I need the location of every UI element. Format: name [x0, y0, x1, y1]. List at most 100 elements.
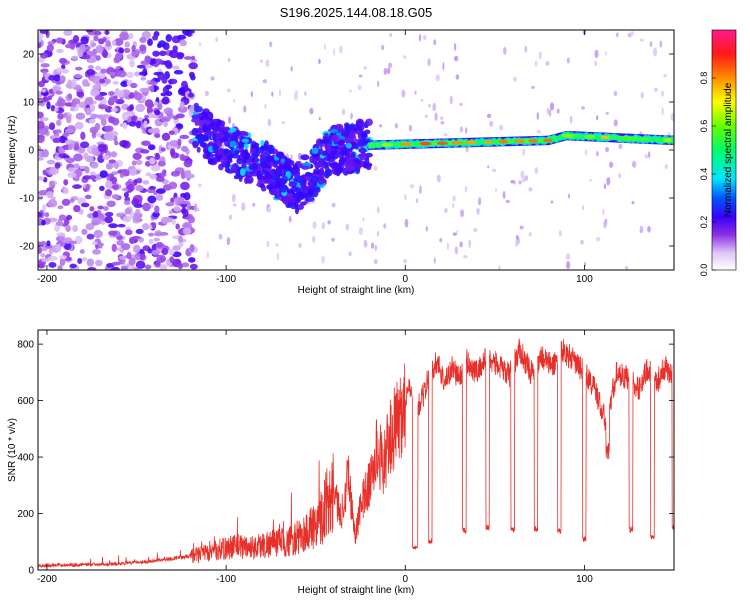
- spectrogram-cell: [296, 196, 302, 203]
- spectrogram-cell: [528, 139, 539, 143]
- spectrogram-cell: [432, 102, 437, 112]
- spectrogram-cell: [277, 151, 285, 159]
- spectrogram-cell: [153, 101, 159, 107]
- spectrogram-cell: [168, 130, 175, 135]
- spectrogram-cell: [282, 168, 288, 173]
- spectrogram-cell: [403, 259, 408, 264]
- spectrogram-xtick-label: 100: [576, 274, 593, 285]
- spectrogram-cell: [68, 240, 78, 245]
- spectrogram-cell: [595, 236, 601, 242]
- spectrogram-cell: [453, 42, 457, 52]
- spectrogram-cell: [157, 71, 165, 80]
- spectrogram-cell: [260, 161, 268, 168]
- spectrogram-cell: [252, 151, 259, 159]
- spectrogram-cell: [74, 121, 84, 130]
- spectrogram-cell: [212, 145, 218, 151]
- spectrogram-cell: [394, 122, 398, 129]
- spectrogram-cell: [279, 186, 288, 193]
- spectrogram-cell: [216, 147, 225, 156]
- spectrogram-cell: [59, 255, 67, 260]
- spectrogram-cell: [151, 60, 157, 64]
- spectrogram-cell: [304, 91, 307, 96]
- spectrogram-cell: [333, 47, 336, 56]
- spectrogram-cell: [454, 246, 459, 255]
- spectrogram-cell: [67, 143, 74, 151]
- spectrogram-cell: [144, 55, 152, 63]
- spectrogram-cell: [297, 242, 302, 249]
- snr-panel: -200 -100 0 100 0 200 400 600 800 Height of stra…: [7, 329, 675, 596]
- spectrogram-cell: [129, 59, 135, 68]
- spectrogram-cell: [602, 208, 605, 216]
- spectrogram-cell: [492, 168, 497, 173]
- spectrogram-cell: [97, 242, 104, 247]
- spectrogram-cell: [135, 209, 141, 215]
- spectrogram-cell: [331, 134, 340, 143]
- spectrogram-cell: [183, 56, 193, 60]
- spectrogram-cell: [226, 88, 231, 93]
- spectrogram-cell: [54, 107, 59, 112]
- colorbar-label: Normalized spectral amplitude: [723, 82, 734, 217]
- spectrogram-cell: [182, 30, 191, 36]
- spectrogram-cell: [81, 228, 88, 236]
- spectrogram-cell: [41, 88, 47, 93]
- spectrogram-cell: [129, 257, 136, 265]
- spectrogram-cell: [357, 121, 364, 127]
- colorbar-frame: [711, 29, 737, 271]
- spectrogram-cell: [177, 263, 183, 270]
- spectrogram-cell: [456, 230, 459, 234]
- spectrogram-cell: [88, 118, 96, 124]
- spectrogram-cell: [155, 152, 160, 161]
- spectrogram-cell: [232, 203, 237, 207]
- spectrogram-cell: [58, 214, 67, 221]
- spectrogram-cell: [93, 30, 102, 36]
- spectrogram-cell: [115, 98, 125, 105]
- spectrogram-cell: [122, 122, 128, 130]
- spectrogram-cell: [613, 90, 618, 97]
- spectrogram-cell: [548, 108, 552, 117]
- spectrogram-cell: [489, 120, 494, 127]
- spectrogram-cell: [119, 140, 129, 148]
- spectrogram-cell: [528, 232, 532, 237]
- spectrogram-cell: [415, 198, 419, 204]
- spectrogram-cell: [494, 188, 497, 192]
- spectrogram-cell: [59, 75, 66, 83]
- spectrogram-cell: [345, 164, 354, 172]
- spectrogram-cell: [524, 175, 529, 181]
- spectrogram-cell: [536, 111, 539, 121]
- spectrogram-cell: [55, 129, 62, 134]
- spectrogram-cell: [171, 218, 176, 226]
- spectrogram-cell: [473, 227, 478, 233]
- spectrogram-cell: [47, 95, 53, 101]
- spectrogram-cell: [120, 265, 128, 270]
- spectrogram-cell: [224, 132, 230, 139]
- spectrogram-cell: [639, 38, 644, 42]
- colorbar-tick-label: 0.8: [699, 72, 709, 85]
- spectrogram-cell: [180, 181, 190, 191]
- spectrogram-cell: [100, 68, 107, 74]
- spectrogram-cell: [363, 240, 368, 248]
- spectrogram-cell: [293, 202, 299, 208]
- spectrogram-cell: [321, 222, 326, 230]
- spectrogram-cell: [243, 143, 249, 150]
- spectrogram-cell: [589, 178, 592, 183]
- spectrogram-cell: [63, 179, 69, 186]
- spectrogram-cell: [370, 242, 375, 249]
- spectrogram-cell: [204, 90, 209, 97]
- spectrogram-cell: [531, 85, 535, 89]
- spectrogram-cell: [85, 107, 92, 116]
- spectrogram-cell: [76, 91, 85, 98]
- spectrogram-cell: [280, 175, 289, 184]
- spectrogram-cell: [300, 154, 310, 161]
- spectrogram-cell: [105, 180, 113, 189]
- spectrogram-cell: [132, 214, 142, 222]
- snr-ylabel: SNR (10 * v/v): [7, 418, 18, 482]
- spectrogram-cell: [92, 84, 102, 91]
- spectrogram-cell: [72, 224, 79, 232]
- spectrogram-cell: [111, 117, 120, 126]
- spectrogram-cell: [443, 133, 448, 137]
- spectrogram-cell: [46, 240, 51, 247]
- spectrogram-cell: [301, 165, 310, 170]
- spectrogram-cell: [401, 89, 406, 98]
- spectrogram-cell: [381, 142, 394, 147]
- spectrogram-cell: [147, 38, 153, 47]
